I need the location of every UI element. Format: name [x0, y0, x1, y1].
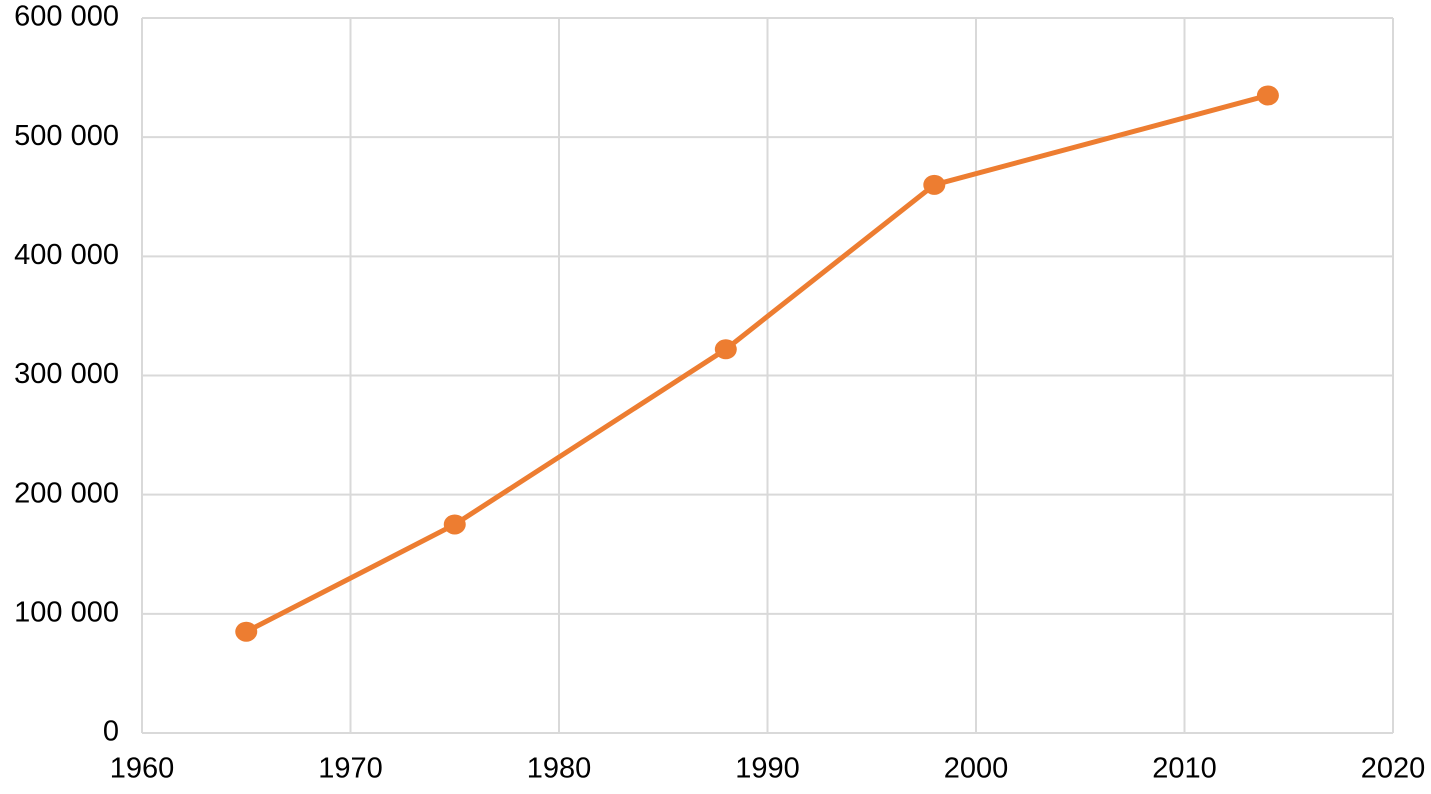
x-tick-label: 1960	[110, 753, 175, 785]
data-point	[1256, 85, 1279, 106]
x-tick-label: 1970	[318, 753, 383, 785]
series-line	[245, 93, 1269, 634]
x-tick-label: 2000	[944, 753, 1009, 785]
data-point	[235, 621, 258, 642]
y-tick-label: 300 000	[14, 358, 119, 390]
y-tick-label: 200 000	[14, 477, 119, 509]
data-point	[923, 174, 946, 195]
y-tick-label: 500 000	[14, 120, 119, 152]
x-tick-label: 2020	[1361, 753, 1426, 785]
data-point	[714, 339, 737, 360]
y-tick-label: 400 000	[14, 239, 119, 271]
data-point	[443, 514, 466, 535]
x-tick-label: 2010	[1152, 753, 1217, 785]
x-tick-label: 1980	[527, 753, 592, 785]
y-tick-label: 600 000	[14, 1, 119, 33]
y-tick-label: 100 000	[14, 596, 119, 628]
y-tick-label: 0	[103, 716, 119, 748]
x-tick-label: 1990	[735, 753, 800, 785]
